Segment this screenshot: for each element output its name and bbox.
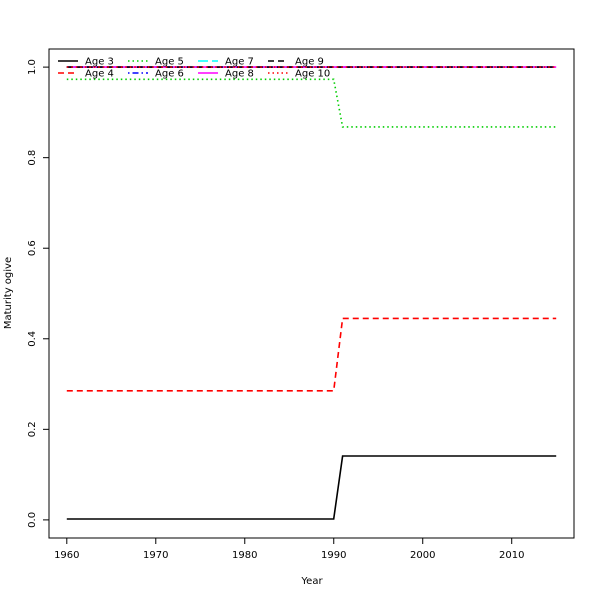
legend-label: Age 3 [85,57,114,68]
y-tick-label: 0.8 [27,150,38,166]
plot-frame [48,48,575,539]
legend-label: Age 8 [225,69,254,80]
y-tick-label: 0.6 [27,240,38,256]
x-tick-label: 1990 [321,550,346,561]
y-axis: 0.0 0.2 0.4 0.6 0.8 1.0 [27,59,49,528]
y-tick-label: 0.4 [27,331,38,347]
x-tick-label: 2010 [499,550,524,561]
legend-label: Age 7 [225,57,254,68]
y-tick-label: 0.0 [27,512,38,528]
legend-label: Age 5 [155,57,184,68]
legend-label: Age 10 [295,69,330,80]
y-axis-title: Maturity ogive [3,257,14,329]
legend-label: Age 6 [155,69,184,80]
series-line-age-4 [66,317,557,392]
legend-label: Age 4 [85,69,114,80]
series-line-age-3 [66,455,557,520]
x-axis: 1960 1970 1980 1990 2000 2010 [54,538,524,561]
x-tick-label: 1960 [54,550,79,561]
y-tick-label: 1.0 [27,59,38,75]
series-layer [66,66,557,520]
x-tick-label: 2000 [410,550,435,561]
x-tick-label: 1970 [143,550,168,561]
x-axis-title: Year [300,576,323,587]
y-tick-label: 0.2 [27,421,38,437]
x-tick-label: 1980 [232,550,257,561]
legend-label: Age 9 [295,57,324,68]
